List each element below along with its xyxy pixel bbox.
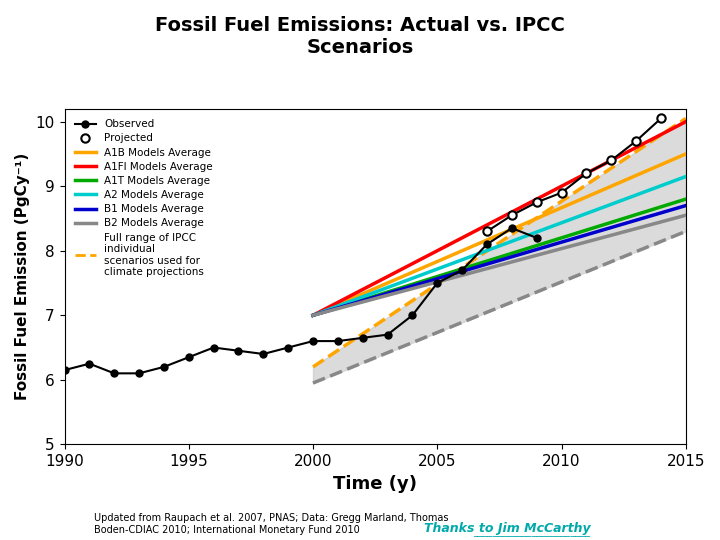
Text: Fossil Fuel Emissions: Actual vs. IPCC
Scenarios: Fossil Fuel Emissions: Actual vs. IPCC S…: [155, 16, 565, 57]
Y-axis label: Fossil Fuel Emission (PgCy⁻¹): Fossil Fuel Emission (PgCy⁻¹): [15, 153, 30, 400]
X-axis label: Time (y): Time (y): [333, 475, 417, 492]
Text: ________________________: ________________________: [474, 527, 590, 537]
Text: Updated from Raupach et al. 2007, PNAS; Data: Gregg Marland, Thomas
Boden-CDIAC : Updated from Raupach et al. 2007, PNAS; …: [94, 513, 448, 535]
Text: Thanks to Jim McCarthy: Thanks to Jim McCarthy: [424, 522, 590, 535]
Legend: Observed, Projected, A1B Models Average, A1FI Models Average, A1T Models Average: Observed, Projected, A1B Models Average,…: [70, 114, 218, 282]
